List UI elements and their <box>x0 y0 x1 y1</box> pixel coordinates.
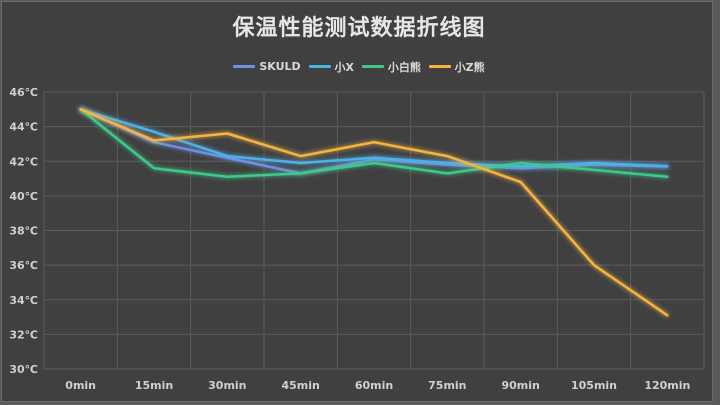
legend-item-xiaox: 小X <box>308 59 354 75</box>
legend-item-xiaozxiong: 小Z熊 <box>428 59 485 75</box>
y-tick-label: 44℃ <box>9 121 38 134</box>
series-line-0 <box>79 108 669 175</box>
chart-legend: SKULD 小X 小白熊 小Z熊 <box>2 58 716 75</box>
y-tick-label: 42℃ <box>9 155 38 168</box>
y-tick-label: 32℃ <box>9 328 38 341</box>
x-tick-label: 45min <box>281 379 319 392</box>
x-tick-label: 60min <box>355 379 393 392</box>
chart-frame: 保温性能测试数据折线图 SKULD 小X 小白熊 小Z熊 <box>1 1 713 402</box>
legend-label: 小X <box>334 60 354 74</box>
x-axis-ticks: 0min 15min 30min 45min 60min 75min 90min 105min… <box>65 379 690 392</box>
y-tick-label: 46℃ <box>9 86 38 99</box>
legend-label: SKULD <box>259 60 301 73</box>
legend-item-xiaobaixiong: 小白熊 <box>361 59 421 75</box>
legend-label: 小白熊 <box>387 60 421 74</box>
y-tick-label: 30℃ <box>9 363 38 376</box>
legend-swatch-xiaozxiong <box>428 65 451 68</box>
y-axis-ticks: 30℃ 32℃ 34℃ 36℃ 38℃ 40℃ 42℃ 44℃ 46℃ <box>9 86 38 376</box>
x-tick-label: 105min <box>571 379 617 392</box>
chart-title: 保温性能测试数据折线图 <box>232 16 486 41</box>
y-tick-label: 36℃ <box>9 259 38 272</box>
y-tick-label: 34℃ <box>9 294 38 307</box>
x-tick-label: 0min <box>65 379 96 392</box>
x-tick-label: 30min <box>208 379 246 392</box>
x-tick-label: 75min <box>428 379 466 392</box>
series-line-3 <box>79 108 669 317</box>
x-tick-label: 120min <box>644 379 690 392</box>
legend-swatch-xiaobaixiong <box>361 65 384 68</box>
legend-swatch-skuld <box>233 65 256 68</box>
series-line-1 <box>79 108 669 168</box>
y-tick-label: 40℃ <box>9 190 38 203</box>
series-lines <box>79 108 669 317</box>
x-tick-label: 15min <box>135 379 173 392</box>
grid-lines <box>43 91 705 370</box>
legend-label: 小Z熊 <box>454 60 485 74</box>
legend-item-skuld: SKULD <box>233 60 301 73</box>
y-tick-label: 38℃ <box>9 225 38 238</box>
x-tick-label: 90min <box>501 379 539 392</box>
legend-swatch-xiaox <box>308 65 331 68</box>
series-line-2 <box>79 108 669 179</box>
